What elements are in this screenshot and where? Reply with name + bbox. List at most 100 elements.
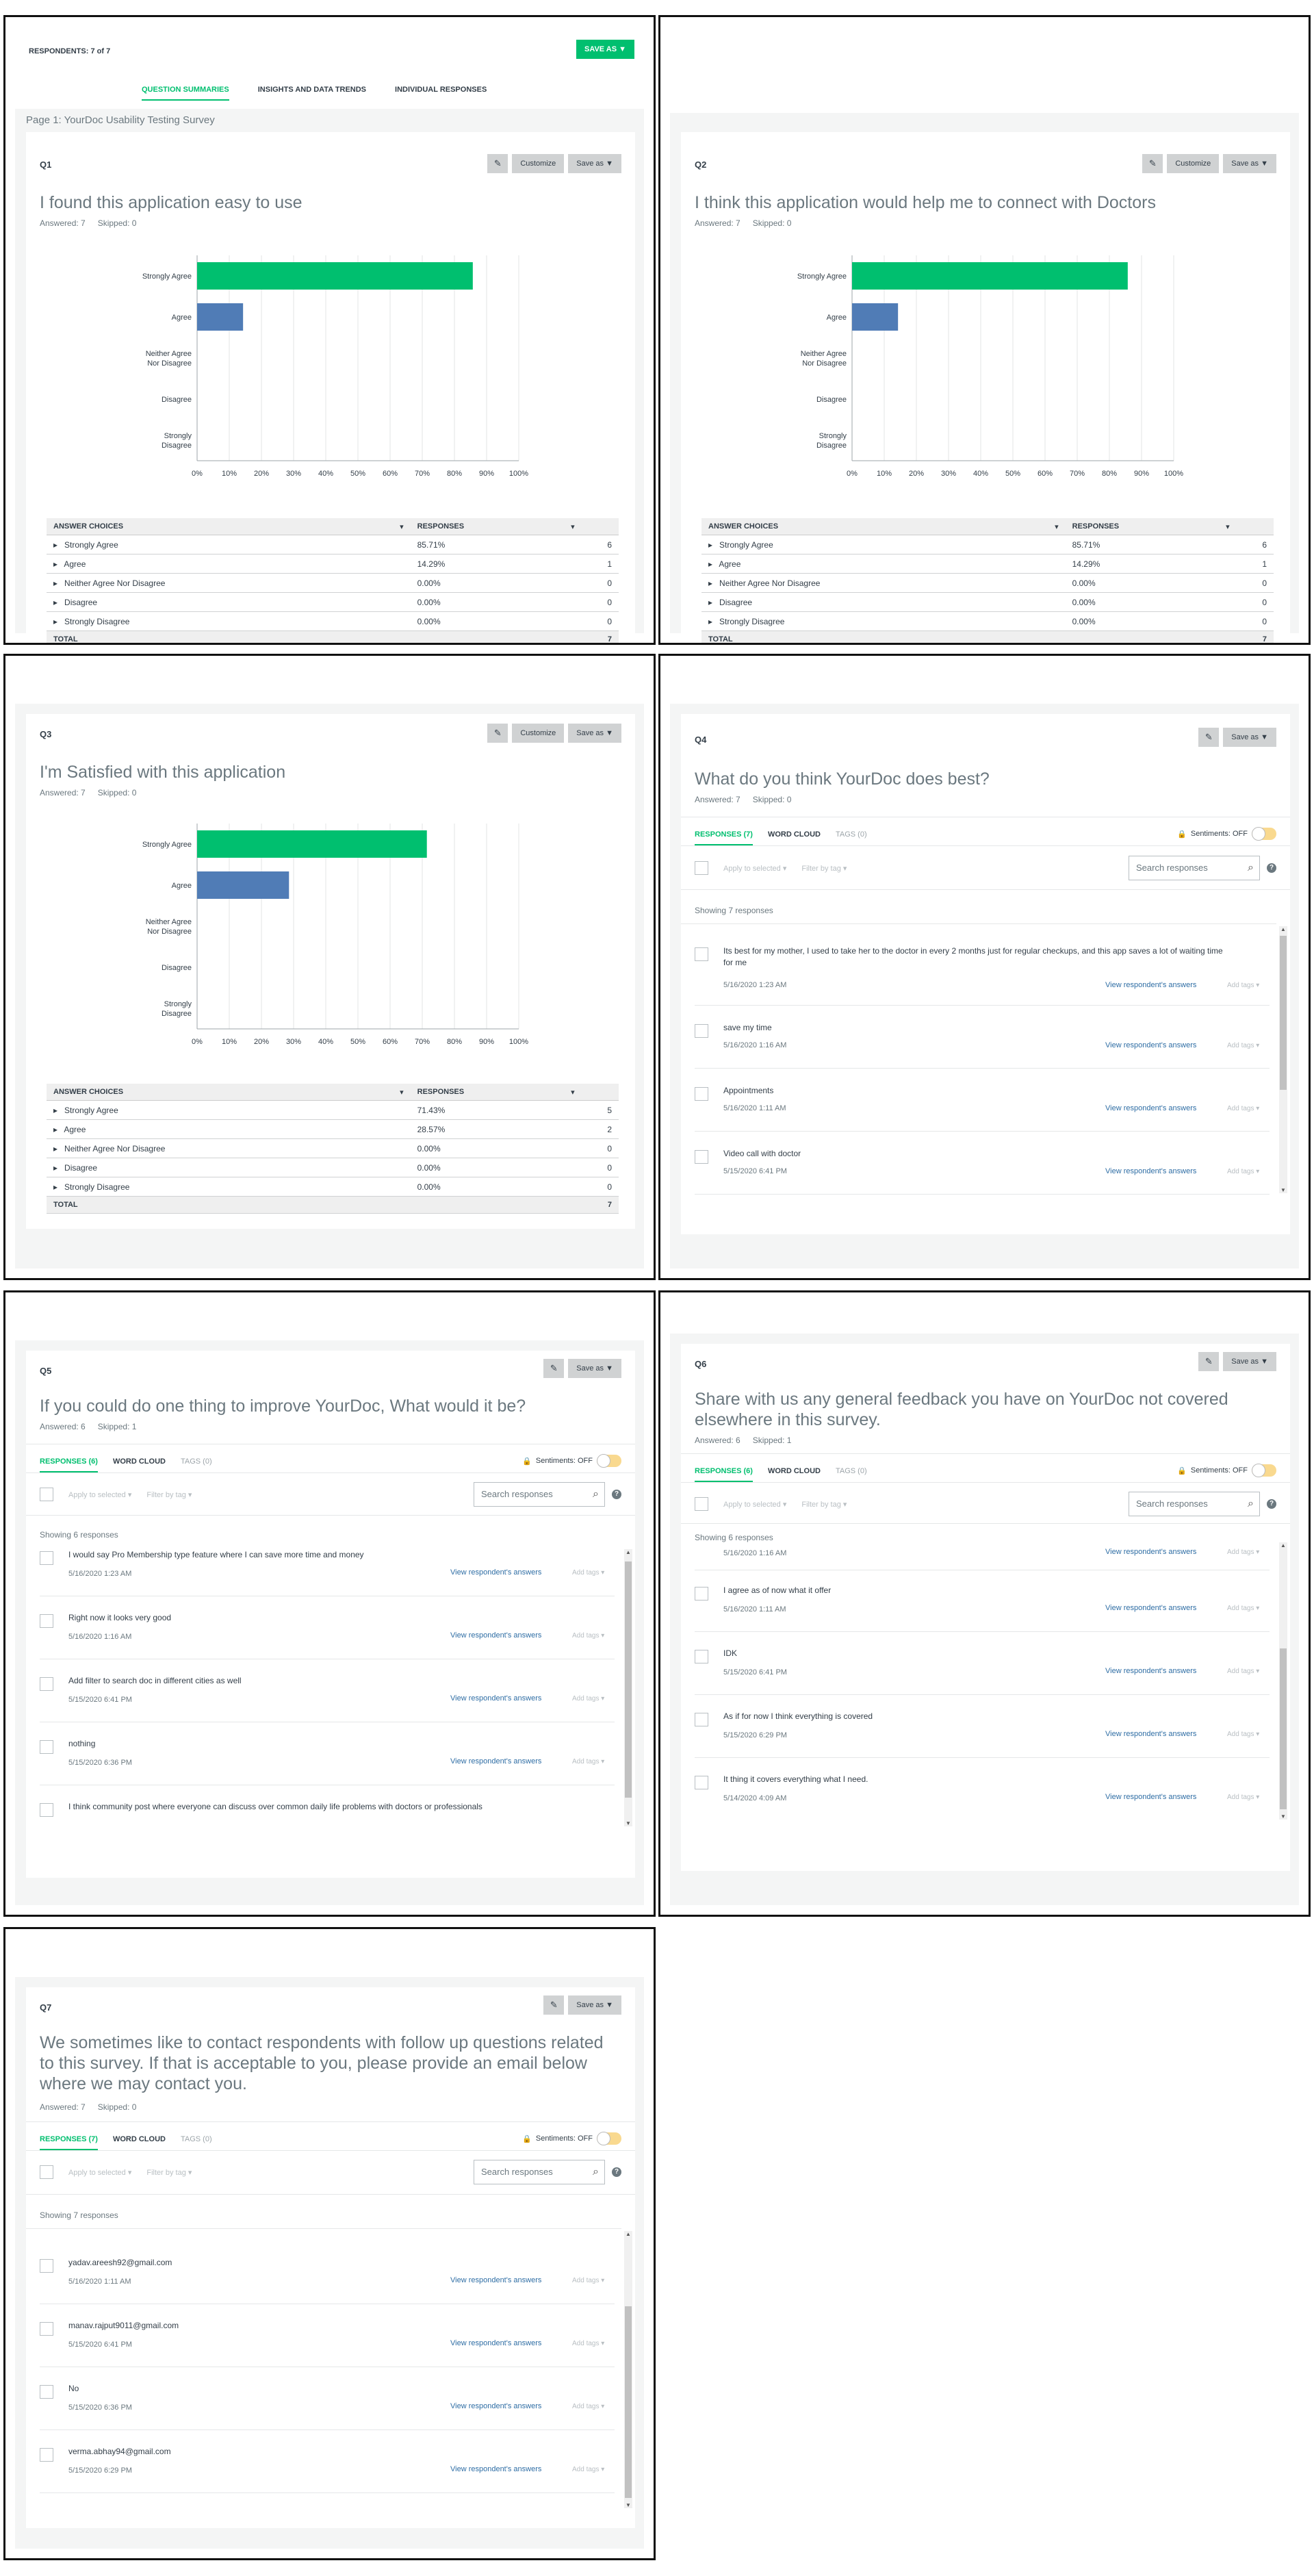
add-tags-dropdown[interactable]: Add tags ▾ (572, 1569, 605, 1577)
help-icon[interactable]: ? (1267, 863, 1276, 873)
tab-responses[interactable]: RESPONSES (6) (695, 1467, 753, 1482)
response-checkbox[interactable] (695, 1024, 708, 1038)
expand-icon[interactable]: ▸ (53, 616, 58, 626)
tab-responses[interactable]: RESPONSES (6) (40, 1457, 98, 1472)
save-as-menu-button[interactable]: Save as ▼ (1223, 728, 1276, 747)
tab-question-summaries[interactable]: QUESTION SUMMARIES (142, 86, 229, 101)
response-checkbox[interactable] (695, 1713, 708, 1726)
add-tags-dropdown[interactable]: Add tags ▾ (572, 2340, 605, 2347)
view-answers-link[interactable]: View respondent's answers (450, 1568, 542, 1577)
expand-icon[interactable]: ▸ (53, 1162, 58, 1173)
view-answers-link[interactable]: View respondent's answers (1105, 1548, 1197, 1556)
tab-tags[interactable]: TAGS (0) (835, 830, 867, 839)
response-checkbox[interactable] (695, 1587, 708, 1601)
save-as-button[interactable]: SAVE AS ▼ (576, 40, 635, 59)
view-answers-link[interactable]: View respondent's answers (450, 2339, 542, 2347)
customize-button[interactable]: Customize (512, 154, 565, 173)
toggle-switch[interactable] (597, 1454, 621, 1468)
view-answers-link[interactable]: View respondent's answers (450, 1694, 542, 1703)
sentiments-toggle[interactable]: 🔒 Sentiments: OFF (522, 1454, 621, 1468)
scroll-thumb[interactable] (1280, 936, 1287, 1090)
expand-icon[interactable]: ▸ (708, 559, 713, 569)
help-icon[interactable]: ? (1267, 1499, 1276, 1509)
customize-button[interactable]: Customize (1167, 154, 1220, 173)
sentiments-toggle[interactable]: 🔒 Sentiments: OFF (1177, 827, 1276, 841)
view-answers-link[interactable]: View respondent's answers (1105, 1730, 1197, 1738)
apply-to-selected-dropdown[interactable]: Apply to selected ▾ (68, 2168, 131, 2177)
add-tags-dropdown[interactable]: Add tags ▾ (1227, 982, 1260, 989)
view-answers-link[interactable]: View respondent's answers (1105, 1041, 1197, 1049)
save-as-menu-button[interactable]: Save as ▼ (568, 154, 621, 173)
scroll-down-icon[interactable]: ▼ (626, 1820, 631, 1826)
response-checkbox[interactable] (695, 1650, 708, 1663)
view-answers-link[interactable]: View respondent's answers (1105, 1167, 1197, 1175)
tab-word-cloud[interactable]: WORD CLOUD (767, 830, 821, 839)
tab-responses[interactable]: RESPONSES (7) (40, 2135, 98, 2150)
expand-icon[interactable]: ▸ (708, 539, 713, 550)
add-tags-dropdown[interactable]: Add tags ▾ (572, 2466, 605, 2473)
filter-by-tag-dropdown[interactable]: Filter by tag ▾ (146, 1490, 192, 1499)
view-answers-link[interactable]: View respondent's answers (1105, 1793, 1197, 1801)
search-icon[interactable]: ⌕ (1248, 1498, 1254, 1509)
add-tags-dropdown[interactable]: Add tags ▾ (1227, 1605, 1260, 1612)
view-answers-link[interactable]: View respondent's answers (450, 2276, 542, 2284)
response-checkbox[interactable] (40, 1803, 53, 1817)
add-tags-dropdown[interactable]: Add tags ▾ (572, 1695, 605, 1703)
view-answers-link[interactable]: View respondent's answers (450, 1631, 542, 1640)
response-checkbox[interactable] (40, 1677, 53, 1691)
response-checkbox[interactable] (40, 1614, 53, 1628)
filter-by-tag-dropdown[interactable]: Filter by tag ▾ (146, 2168, 192, 2177)
add-tags-dropdown[interactable]: Add tags ▾ (572, 2403, 605, 2410)
add-tags-dropdown[interactable]: Add tags ▾ (1227, 1548, 1260, 1556)
filter-by-tag-dropdown[interactable]: Filter by tag ▾ (801, 1500, 847, 1509)
scroll-down-icon[interactable]: ▼ (1280, 1187, 1286, 1193)
expand-icon[interactable]: ▸ (53, 559, 58, 569)
sentiments-toggle[interactable]: 🔒 Sentiments: OFF (1177, 1464, 1276, 1477)
pin-icon[interactable]: ✎ (487, 724, 508, 743)
tab-word-cloud[interactable]: WORD CLOUD (112, 1457, 166, 1466)
add-tags-dropdown[interactable]: Add tags ▾ (572, 1758, 605, 1765)
scroll-thumb[interactable] (625, 1561, 632, 1798)
view-answers-link[interactable]: View respondent's answers (1105, 1104, 1197, 1112)
expand-icon[interactable]: ▸ (53, 1105, 58, 1115)
expand-icon[interactable]: ▸ (53, 597, 58, 607)
scrollbar[interactable]: ▲ ▼ (1279, 1542, 1287, 1820)
tab-tags[interactable]: TAGS (0) (180, 1457, 212, 1466)
toggle-switch[interactable] (1252, 827, 1276, 841)
help-icon[interactable]: ? (612, 2167, 621, 2177)
add-tags-dropdown[interactable]: Add tags ▾ (1227, 1168, 1260, 1175)
scrollbar[interactable]: ▲ ▼ (624, 2231, 632, 2508)
scroll-up-icon[interactable]: ▲ (626, 1549, 631, 1555)
select-all-checkbox[interactable] (695, 861, 708, 875)
customize-button[interactable]: Customize (512, 724, 565, 743)
add-tags-dropdown[interactable]: Add tags ▾ (1227, 1105, 1260, 1112)
expand-icon[interactable]: ▸ (53, 1143, 58, 1153)
response-checkbox[interactable] (695, 1150, 708, 1164)
expand-icon[interactable]: ▸ (53, 539, 58, 550)
view-answers-link[interactable]: View respondent's answers (450, 1757, 542, 1765)
tab-tags[interactable]: TAGS (0) (180, 2135, 212, 2143)
save-as-menu-button[interactable]: Save as ▼ (568, 724, 621, 743)
expand-icon[interactable]: ▸ (708, 578, 713, 588)
view-answers-link[interactable]: View respondent's answers (450, 2465, 542, 2473)
scrollbar[interactable]: ▲ ▼ (624, 1549, 632, 1826)
tab-responses[interactable]: RESPONSES (7) (695, 830, 753, 845)
select-all-checkbox[interactable] (40, 2165, 53, 2179)
tab-tags[interactable]: TAGS (0) (835, 1467, 867, 1475)
view-answers-link[interactable]: View respondent's answers (1105, 1667, 1197, 1675)
expand-icon[interactable]: ▸ (708, 597, 713, 607)
save-as-menu-button[interactable]: Save as ▼ (568, 1995, 621, 2015)
search-input[interactable]: Search responses ⌕ (474, 1482, 605, 1507)
apply-to-selected-dropdown[interactable]: Apply to selected ▾ (723, 1500, 786, 1509)
scroll-up-icon[interactable]: ▲ (1280, 926, 1286, 932)
pin-icon[interactable]: ✎ (487, 154, 508, 173)
save-as-menu-button[interactable]: Save as ▼ (568, 1359, 621, 1378)
response-checkbox[interactable] (695, 947, 708, 961)
pin-icon[interactable]: ✎ (1198, 728, 1220, 747)
response-checkbox[interactable] (40, 2448, 53, 2462)
expand-icon[interactable]: ▸ (53, 1182, 58, 1192)
pin-icon[interactable]: ✎ (1198, 1352, 1220, 1371)
search-input[interactable]: Search responses ⌕ (474, 2160, 605, 2184)
add-tags-dropdown[interactable]: Add tags ▾ (1227, 1731, 1260, 1738)
save-as-menu-button[interactable]: Save as ▼ (1223, 1352, 1276, 1371)
